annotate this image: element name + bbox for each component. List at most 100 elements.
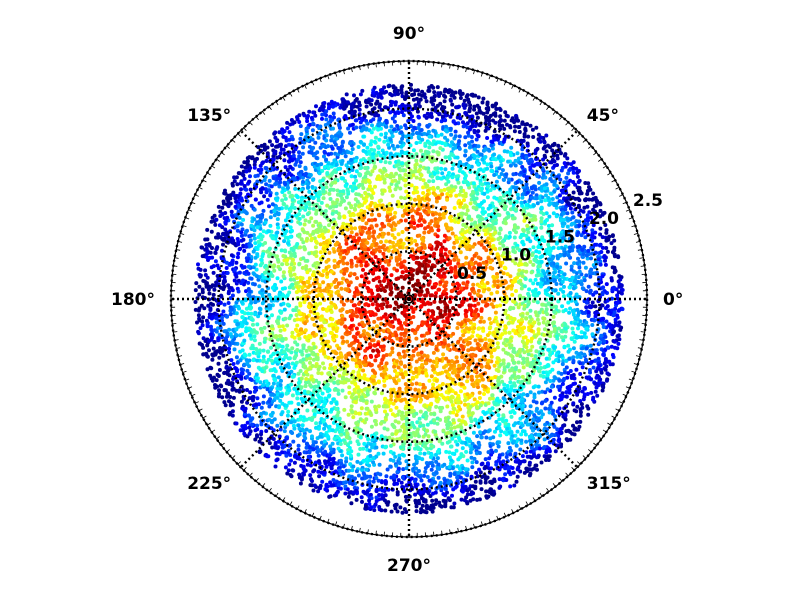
scatter-point xyxy=(375,302,380,307)
scatter-point xyxy=(252,162,257,167)
scatter-point xyxy=(551,211,556,216)
scatter-point xyxy=(324,117,329,122)
scatter-point xyxy=(575,170,580,175)
scatter-point xyxy=(255,322,260,327)
scatter-point xyxy=(414,152,419,157)
scatter-point xyxy=(480,461,485,466)
scatter-point xyxy=(456,180,461,185)
scatter-point xyxy=(584,289,589,294)
scatter-point xyxy=(221,271,226,276)
scatter-point xyxy=(372,508,377,513)
scatter-point xyxy=(341,221,346,226)
scatter-point xyxy=(384,239,389,244)
scatter-point xyxy=(505,246,510,251)
scatter-point xyxy=(239,263,244,268)
scatter-point xyxy=(267,399,271,404)
scatter-point xyxy=(274,205,279,210)
scatter-point xyxy=(285,343,290,348)
scatter-point xyxy=(438,299,443,304)
scatter-point xyxy=(427,327,432,332)
scatter-point xyxy=(516,280,521,284)
scatter-point xyxy=(547,410,552,415)
scatter-point xyxy=(343,324,348,329)
scatter-point xyxy=(426,129,431,134)
scatter-point xyxy=(598,262,603,267)
scatter-point xyxy=(339,299,344,304)
scatter-point xyxy=(357,107,362,112)
scatter-point xyxy=(385,467,390,472)
scatter-point xyxy=(366,437,371,442)
scatter-point xyxy=(269,392,274,397)
scatter-point xyxy=(364,104,369,109)
scatter-point xyxy=(576,203,581,208)
scatter-point xyxy=(515,151,520,156)
scatter-point xyxy=(366,280,371,285)
scatter-point xyxy=(533,310,538,315)
scatter-point xyxy=(571,401,576,406)
scatter-point xyxy=(517,268,522,273)
scatter-point xyxy=(227,346,231,351)
scatter-point xyxy=(396,326,401,331)
scatter-point xyxy=(451,346,456,351)
scatter-point xyxy=(528,165,533,170)
scatter-point xyxy=(510,258,515,263)
scatter-point xyxy=(321,280,326,285)
scatter-point xyxy=(571,190,576,195)
scatter-point xyxy=(295,323,300,328)
scatter-point xyxy=(298,481,303,486)
scatter-point xyxy=(580,322,585,327)
scatter-point xyxy=(616,341,621,346)
scatter-point xyxy=(389,124,394,129)
scatter-point xyxy=(429,115,434,119)
scatter-point xyxy=(483,232,488,237)
scatter-point xyxy=(612,238,617,243)
scatter-point xyxy=(312,345,317,350)
scatter-point xyxy=(418,164,423,169)
scatter-point xyxy=(245,374,249,379)
scatter-point xyxy=(492,363,497,368)
scatter-point xyxy=(513,124,518,129)
scatter-point xyxy=(417,92,422,97)
scatter-point xyxy=(397,253,402,258)
scatter-point xyxy=(445,404,450,409)
scatter-point xyxy=(556,326,561,331)
scatter-point xyxy=(351,213,356,217)
scatter-point xyxy=(344,195,349,200)
scatter-point xyxy=(442,271,447,276)
scatter-point xyxy=(481,319,486,324)
scatter-point xyxy=(531,262,536,267)
scatter-point xyxy=(467,230,472,235)
scatter-point xyxy=(449,399,454,404)
scatter-point xyxy=(372,229,376,234)
scatter-point xyxy=(555,334,559,339)
scatter-point xyxy=(234,311,239,316)
scatter-point xyxy=(328,114,333,119)
scatter-point xyxy=(539,259,544,264)
scatter-point xyxy=(222,302,227,307)
scatter-point xyxy=(465,208,470,213)
scatter-point xyxy=(340,231,345,236)
scatter-point xyxy=(249,300,254,305)
scatter-point xyxy=(423,141,428,146)
scatter-point xyxy=(409,357,414,362)
scatter-point xyxy=(508,274,513,279)
scatter-point xyxy=(283,465,288,470)
scatter-point xyxy=(285,471,290,476)
scatter-point xyxy=(308,463,313,468)
scatter-point xyxy=(386,231,391,236)
scatter-point xyxy=(376,275,381,280)
scatter-point xyxy=(325,274,330,279)
scatter-point xyxy=(321,361,325,366)
scatter-point xyxy=(501,358,506,363)
scatter-point xyxy=(301,415,306,420)
scatter-point xyxy=(273,135,278,140)
scatter-point xyxy=(477,396,482,400)
scatter-point xyxy=(350,122,355,127)
scatter-point xyxy=(243,232,248,237)
scatter-point xyxy=(310,128,315,133)
scatter-point xyxy=(348,130,352,135)
scatter-point xyxy=(399,274,404,279)
scatter-point xyxy=(495,252,500,257)
scatter-point xyxy=(319,200,324,205)
scatter-point xyxy=(249,223,254,228)
